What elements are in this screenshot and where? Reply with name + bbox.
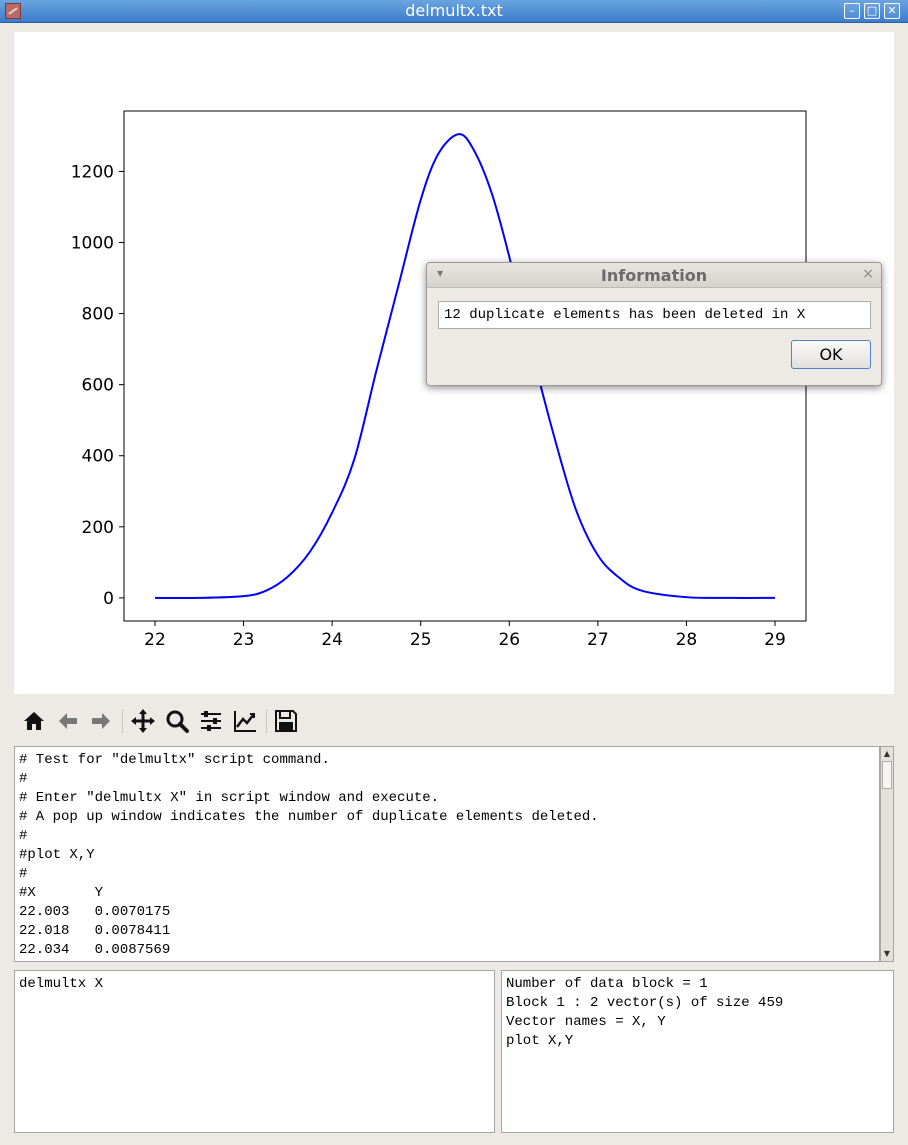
y-tick-label: 800: [82, 305, 114, 325]
script-scrollbar[interactable]: ▲ ▼: [880, 746, 894, 962]
dialog-message-field[interactable]: 12 duplicate elements has been deleted i…: [438, 301, 871, 329]
script-line: # Enter "delmultx X" in script window an…: [19, 790, 440, 806]
dialog-menu-icon[interactable]: ▼: [437, 269, 444, 278]
script-editor[interactable]: # Test for "delmultx" script command. # # …: [14, 746, 880, 962]
x-tick-label: 28: [676, 630, 698, 650]
x-tick-label: 27: [587, 630, 609, 650]
script-line: #: [19, 866, 28, 882]
info-line: Vector names = X, Y: [506, 1014, 666, 1030]
plot-toolbar: [14, 704, 314, 738]
forward-arrow-icon[interactable]: [88, 708, 114, 734]
dialog-message: 12 duplicate elements has been deleted i…: [444, 307, 806, 323]
script-line: #: [19, 828, 28, 844]
dialog-close-icon[interactable]: ×: [862, 266, 874, 282]
script-text: # Test for "delmultx" script command. # # …: [19, 751, 599, 960]
y-tick-label: 400: [82, 447, 114, 467]
y-tick-label: 200: [82, 518, 114, 538]
x-tick-label: 22: [144, 630, 166, 650]
script-line: 22.018 0.0078411: [19, 923, 171, 939]
zoom-icon[interactable]: [164, 708, 190, 734]
x-tick-label: 29: [764, 630, 786, 650]
configure-subplots-icon[interactable]: [198, 708, 224, 734]
toolbar-separator: [266, 709, 267, 733]
dialog-title: Information: [600, 266, 708, 285]
pan-icon[interactable]: [130, 708, 156, 734]
x-tick-label: 23: [233, 630, 255, 650]
close-button[interactable]: ✕: [884, 3, 900, 19]
line-chart: 22 23 24 25 26 27 28 29 0 200 400 600 800 1000 1200: [71, 110, 807, 650]
x-tick-label: 25: [410, 630, 432, 650]
script-line: #X Y: [19, 885, 104, 901]
series-line: [154, 133, 776, 600]
minimize-button[interactable]: –: [844, 3, 860, 19]
toolbar-separator: [122, 709, 123, 733]
app-icon: [5, 3, 21, 19]
y-tick-label: 0: [103, 589, 114, 609]
ok-button[interactable]: OK: [791, 340, 871, 369]
info-line: Block 1 : 2 vector(s) of size 459: [506, 995, 784, 1011]
save-icon[interactable]: [273, 708, 299, 734]
command-input[interactable]: delmultx X: [14, 970, 495, 1133]
script-line: #: [19, 771, 28, 787]
script-line: 22.003 0.0070175: [19, 904, 171, 920]
command-text: delmultx X: [19, 976, 104, 992]
y-tick-label: 600: [82, 376, 114, 396]
info-text: Number of data block = 1 Block 1 : 2 vect…: [506, 975, 783, 1051]
x-tick-label: 26: [498, 630, 520, 650]
information-dialog: ▼ Information × 12 duplicate elements ha…: [426, 262, 882, 386]
script-line: # Test for "delmultx" script command.: [19, 752, 330, 768]
info-line: plot X,Y: [506, 1033, 574, 1049]
dialog-title-bar: ▼ Information ×: [427, 263, 881, 288]
maximize-button[interactable]: □: [864, 3, 880, 19]
script-line: # A pop up window indicates the number o…: [19, 809, 599, 825]
y-tick-label: 1000: [71, 233, 114, 253]
home-icon[interactable]: [21, 708, 47, 734]
y-tick-label: 1200: [71, 162, 114, 182]
script-line: 22.034 0.0087569: [19, 942, 171, 958]
scroll-thumb[interactable]: [882, 761, 892, 789]
info-line: Number of data block = 1: [506, 976, 708, 992]
edit-curves-icon[interactable]: [232, 708, 258, 734]
window-title-bar: delmultx.txt – □ ✕: [0, 0, 908, 23]
scroll-up-icon[interactable]: ▲: [883, 749, 891, 758]
scroll-down-icon[interactable]: ▼: [883, 949, 891, 958]
back-arrow-icon[interactable]: [55, 708, 81, 734]
script-line: #plot X,Y: [19, 847, 95, 863]
x-tick-label: 24: [321, 630, 343, 650]
window-title: delmultx.txt: [405, 1, 503, 20]
info-output: Number of data block = 1 Block 1 : 2 vect…: [501, 970, 894, 1133]
